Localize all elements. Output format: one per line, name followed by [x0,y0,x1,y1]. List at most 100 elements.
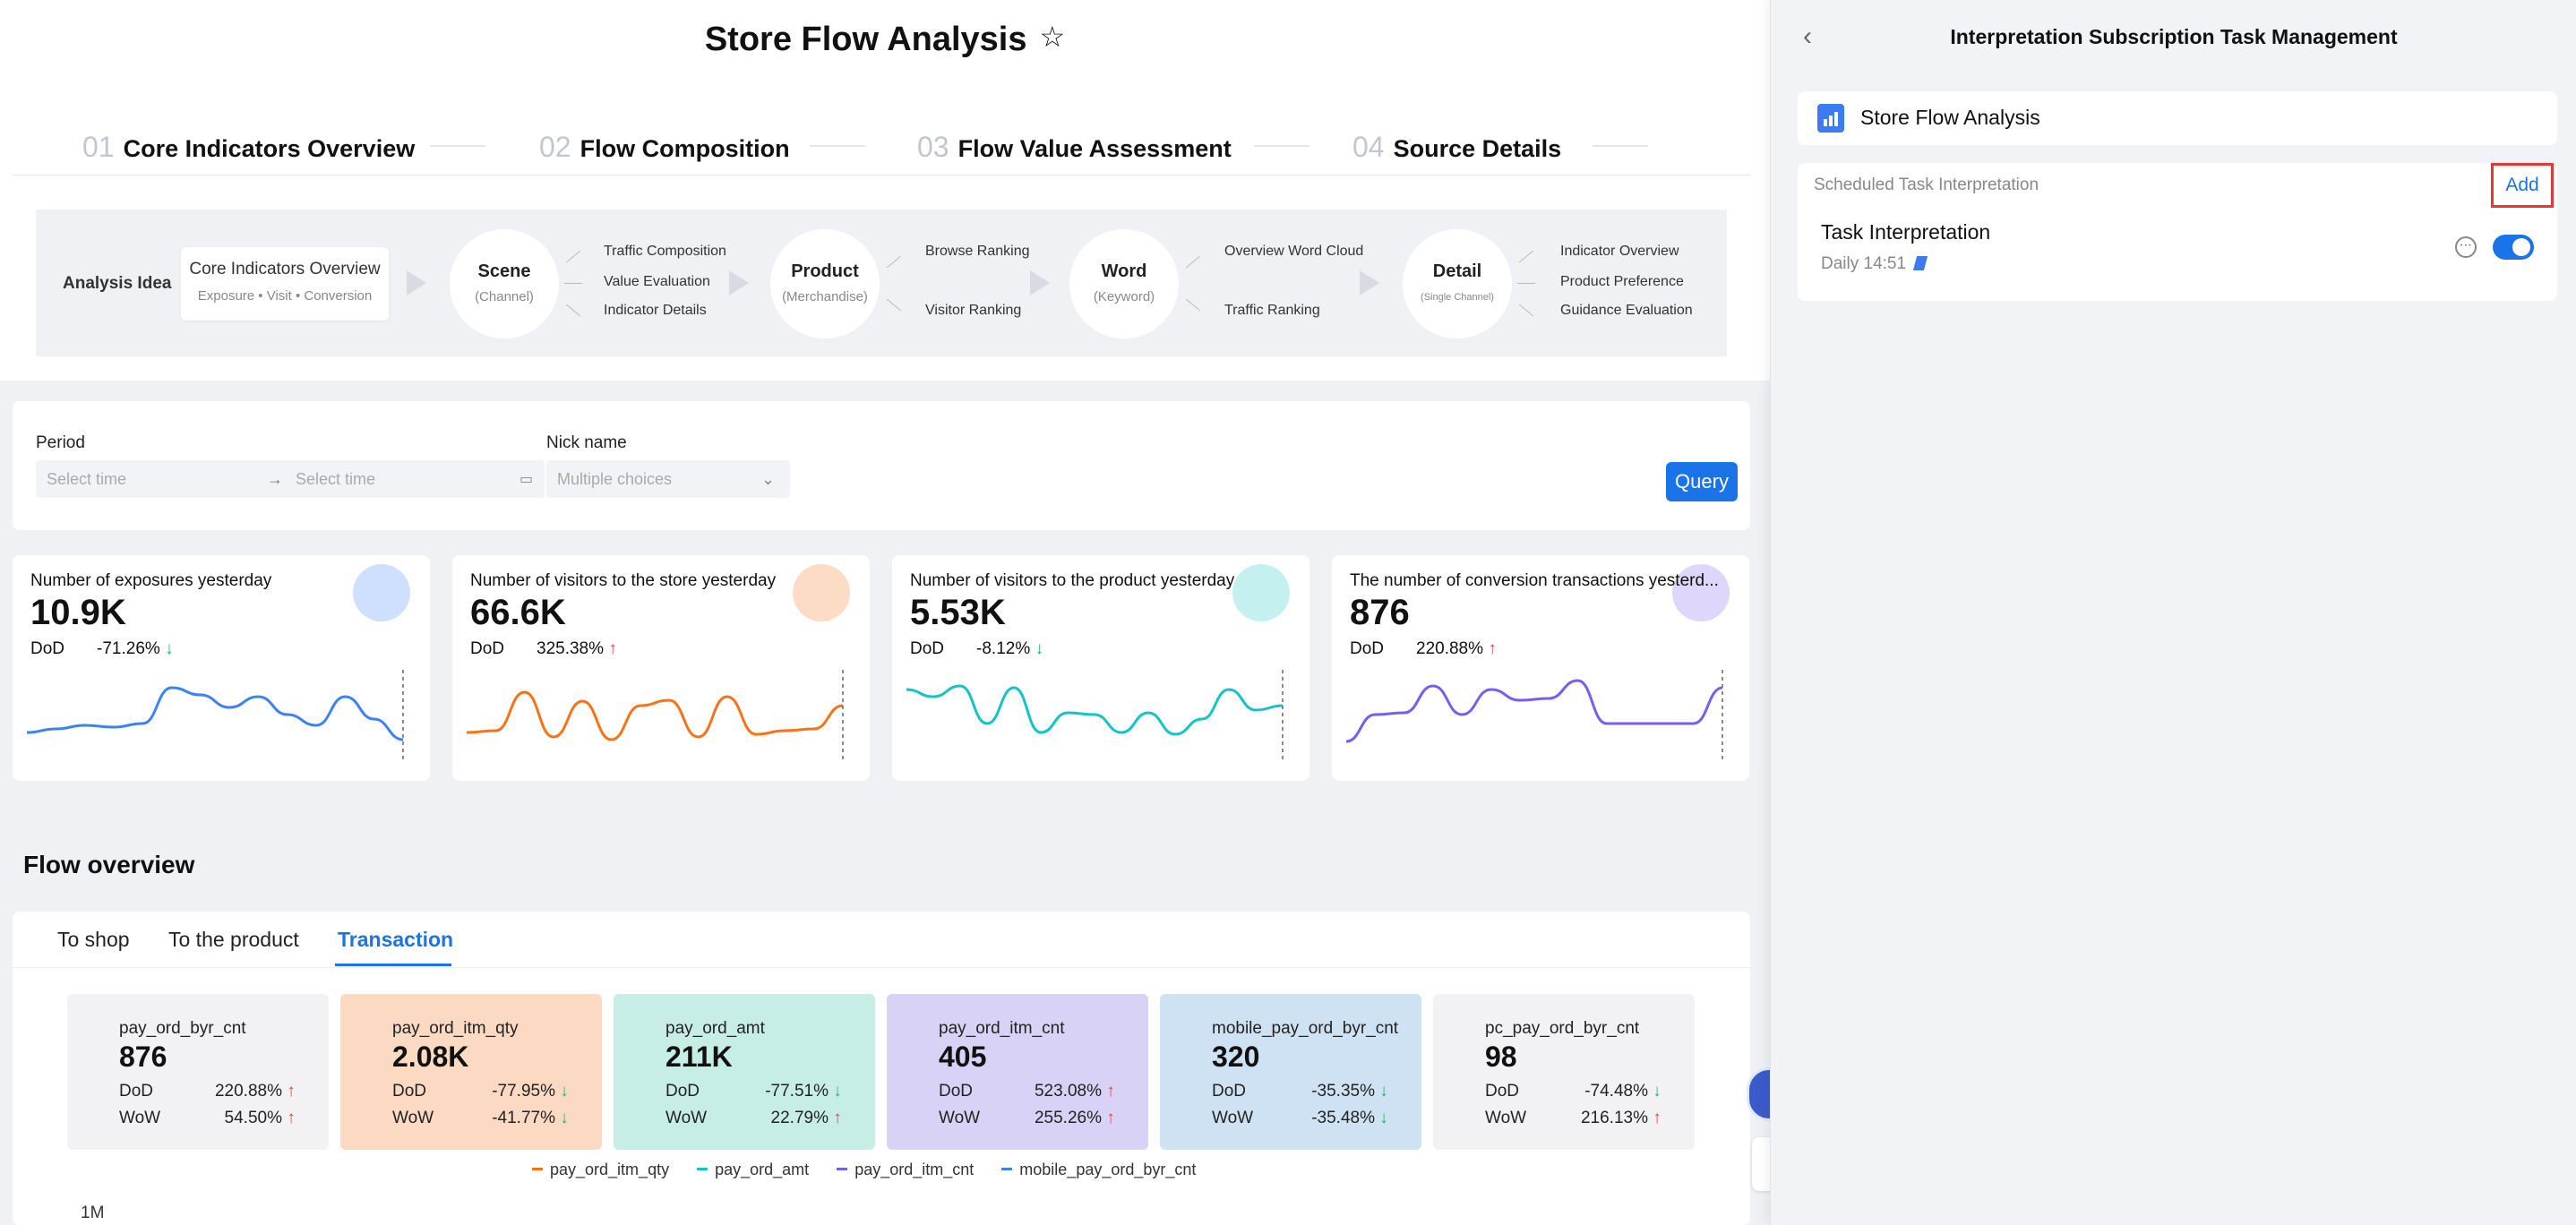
arrow-up-icon: ↑ [287,1109,296,1127]
task-toggle[interactable] [2493,235,2534,260]
start-time-placeholder[interactable]: Select time [47,470,127,488]
sparkline-chart [906,670,1284,759]
metric-card[interactable]: pay_ord_itm_qty 2.08K DoD -77.95% ↓ WoW -4… [340,994,602,1150]
tab-to-the-product[interactable]: To the product [168,928,299,951]
dod-label: DoD [1485,1082,1520,1101]
legend-item[interactable]: pay_ord_itm_qty [532,1161,669,1179]
branch-label: Overview Word Cloud [1224,244,1364,259]
period-range-picker[interactable]: Select time → Select time ▭ [36,460,545,498]
step-label: Flow Value Assessment [957,135,1232,162]
node-sub: (Single Channel) [1421,292,1494,303]
arrow-up-icon: ↑ [1106,1082,1115,1101]
metric-value: 211K [665,1041,733,1073]
query-button[interactable]: Query [1666,462,1738,501]
metric-card[interactable]: pay_ord_byr_cnt 876 DoD 220.88% ↑ WoW 54.5… [67,994,329,1150]
chevron-left-icon[interactable]: ‹ [1803,21,1812,51]
side-widget[interactable] [1752,1137,1770,1191]
node-product: Product (Merchandise) [770,229,880,338]
arrow-right-icon [1360,270,1379,296]
kpi-card-conversions: The number of conversion transactions ye… [1332,555,1749,781]
period-label: Period [36,433,85,452]
arrow-up-icon: ↑ [1653,1109,1662,1127]
filter-bar: Period Select time → Select time ▭ Nick … [13,401,1750,530]
step-flow-composition[interactable]: 02 Flow Composition [539,131,790,164]
metric-card[interactable]: pay_ord_amt 211K DoD -77.51% ↓ WoW 22.79% … [614,994,875,1150]
branch-label: Indicator Details [604,303,707,318]
step-source-details[interactable]: 04 Source Details [1352,131,1561,164]
kpi-value: 876 [1350,593,1410,632]
wow-label: WoW [939,1109,981,1127]
y-axis-top-label: 1M [81,1204,105,1222]
sparkline-chart [467,670,844,759]
dod-value: 325.38% [537,639,605,658]
star-icon[interactable]: ☆ [1039,21,1066,53]
step-number: 01 [82,131,115,163]
branch-label: Indicator Overview [1560,244,1679,259]
node-title: Product [791,261,859,281]
assistant-avatar[interactable] [1747,1067,1770,1121]
arrow-down-icon: ↓ [165,639,174,658]
more-options-icon[interactable]: ⋯ [2455,236,2477,258]
metric-wow-row: WoW 255.26% ↑ [939,1109,1145,1128]
dod-value: 220.88% [1416,639,1484,658]
node-title: Word [1101,261,1147,281]
dod-label: DoD [1212,1082,1247,1101]
metric-value: 2.08K [392,1041,469,1073]
analysis-idea-diagram: Analysis Idea Core Indicators Overview E… [36,210,1727,356]
arrow-up-icon: ↑ [287,1082,296,1101]
arrow-down-icon: ↓ [1379,1109,1388,1127]
metric-name: pay_ord_itm_cnt [939,1019,1065,1038]
step-core-indicators[interactable]: 01 Core Indicators Overview [82,131,415,164]
metric-name: pay_ord_byr_cnt [119,1019,246,1038]
task-schedule: Daily 14:51 [1821,254,1928,274]
dod-value: -77.51% [765,1082,829,1101]
metric-wow-row: WoW 216.13% ↑ [1485,1109,1691,1128]
legend-label: pay_ord_itm_qty [550,1161,670,1178]
wow-value: 216.13% [1580,1109,1648,1127]
wow-value: -41.77% [492,1109,555,1127]
bar-chart-bar [1829,116,1833,126]
metric-card[interactable]: pay_ord_itm_cnt 405 DoD 523.08% ↑ WoW 255.… [887,994,1148,1150]
core-card-title: Core Indicators Overview [189,260,381,278]
legend-item[interactable]: mobile_pay_ord_byr_cnt [1001,1161,1196,1179]
kpi-value: 5.53K [910,593,1006,632]
arrow-right-icon [729,270,749,296]
nick-name-label: Nick name [546,433,627,452]
legend-item[interactable]: pay_ord_itm_cnt [837,1161,974,1179]
kpi-dod: DoD -8.12% ↓ [910,639,1043,659]
nick-name-select[interactable]: Multiple choices ⌄ [546,460,790,498]
dod-value: -71.26% [97,639,160,658]
wow-label: WoW [1212,1109,1254,1127]
arrow-up-icon: ↑ [833,1109,842,1127]
wow-value: 255.26% [1034,1109,1102,1127]
metric-dod-row: DoD -74.48% ↓ [1485,1082,1691,1101]
branch-line [887,255,901,269]
metric-card[interactable]: mobile_pay_ord_byr_cnt 320 DoD -35.35% ↓ … [1160,994,1421,1150]
branch-line [1186,298,1200,312]
legend-item[interactable]: pay_ord_amt [697,1161,809,1179]
analysis-idea-label: Analysis Idea [63,274,172,293]
tab-to-shop[interactable]: To shop [57,928,130,951]
tabs-divider [13,967,1750,968]
metric-name: pay_ord_amt [665,1019,765,1038]
metric-value: 320 [1212,1041,1260,1073]
chevron-down-icon: ⌄ [761,470,776,488]
dod-value: -35.35% [1311,1082,1375,1101]
end-time-placeholder[interactable]: Select time [296,470,376,488]
wow-value: 54.50% [224,1109,282,1127]
add-button[interactable]: Add [2491,163,2554,208]
report-name: Store Flow Analysis [1860,106,2040,129]
branch-label: Visitor Ranking [925,303,1022,318]
legend-swatch [697,1168,708,1170]
bar-chart-bar [1834,112,1838,126]
wow-label: WoW [1485,1109,1527,1127]
metric-card[interactable]: pc_pay_ord_byr_cnt 98 DoD -74.48% ↓ WoW 21… [1433,994,1695,1150]
calendar-icon[interactable]: ▭ [519,472,534,487]
dod-value: -8.12% [976,639,1031,658]
step-flow-value[interactable]: 03 Flow Value Assessment [917,131,1232,164]
step-number: 02 [539,131,571,163]
kpi-value: 66.6K [470,593,566,632]
arrow-right-icon [1030,270,1050,296]
wow-label: WoW [392,1109,434,1127]
tab-transaction[interactable]: Transaction [338,928,454,951]
